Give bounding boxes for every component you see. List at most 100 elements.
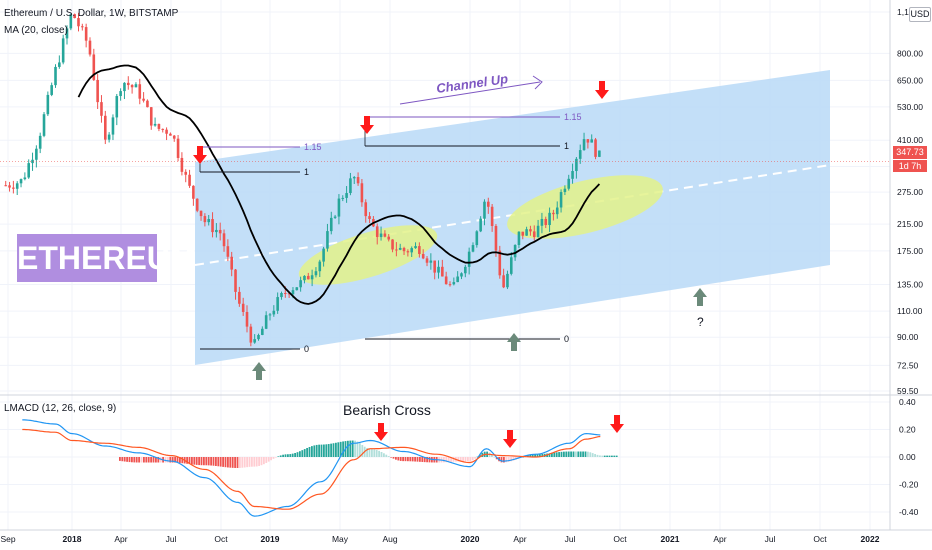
candle-body [138, 84, 142, 99]
macd-histogram-bar [279, 455, 282, 457]
candle-body [590, 139, 594, 143]
macd-histogram-bar [330, 443, 332, 457]
last-price-label: 347.73 [893, 146, 927, 159]
macd-histogram-bar [138, 457, 140, 463]
macd-histogram-bar [200, 457, 203, 466]
candle-body [73, 14, 76, 19]
macd-histogram-bar [467, 457, 469, 462]
price-tick-label: 90.00 [897, 332, 919, 342]
candle-body [257, 334, 260, 340]
macd-histogram-bar [397, 457, 400, 461]
macd-histogram-bar [368, 448, 371, 457]
macd-histogram-bar [551, 452, 553, 457]
macd-histogram-bar [587, 451, 589, 457]
macd-histogram-bar [371, 448, 373, 457]
macd-histogram-bar [419, 457, 421, 462]
candle-body [165, 129, 168, 134]
time-tick-label: Aug [382, 534, 397, 544]
macd-histogram-bar [611, 455, 613, 457]
macd-histogram-bar [443, 457, 445, 463]
candle-body [352, 177, 356, 179]
candle-body [153, 123, 157, 126]
macd-histogram-bar [131, 457, 133, 463]
macd-histogram-bar [601, 455, 604, 457]
candles [4, 12, 601, 347]
channel-up-arrow-head [532, 75, 543, 90]
time-tick-label: Apr [114, 534, 127, 544]
candle-body [61, 38, 65, 63]
candle-body [406, 251, 410, 253]
candle-body [272, 310, 276, 315]
macd-histogram-bar [267, 457, 270, 462]
candle-body [4, 185, 8, 187]
macd-histogram-bar [507, 457, 510, 462]
candle-body [364, 202, 368, 217]
macd-histogram-bar [464, 457, 467, 462]
candle-body [287, 293, 291, 295]
macd-histogram-bar [191, 457, 193, 465]
macd-histogram-bar [135, 457, 138, 463]
macd-histogram-bar [596, 454, 599, 457]
candle-body [502, 275, 505, 288]
time-tick-label: Oct [613, 534, 627, 544]
macd-histogram-bar [325, 444, 328, 457]
macd-histogram-bar [565, 451, 568, 457]
candle-body [264, 315, 268, 329]
candle-body [521, 231, 525, 236]
macd-histogram-bar [493, 456, 496, 458]
candle-body [582, 139, 586, 151]
macd-histogram-bar [450, 457, 452, 462]
candle-body [38, 135, 42, 149]
candle-body [598, 150, 601, 157]
macd-histogram-bar [239, 457, 241, 468]
candle-body [92, 54, 96, 80]
macd-histogram-bar [291, 453, 294, 457]
candle-body [548, 212, 551, 226]
macd-tick-label: -0.40 [899, 507, 919, 517]
price-tick-label: 275.00 [897, 187, 923, 197]
macd-histogram-bar [471, 457, 474, 461]
candle-body [123, 82, 126, 92]
macd-red-down-arrow [503, 430, 517, 448]
macd-histogram-bar [157, 457, 160, 463]
candle-body [349, 178, 352, 194]
candle-body [306, 275, 310, 280]
macd-histogram-bar [503, 457, 505, 463]
candle-body [594, 139, 597, 157]
candle-body [387, 236, 391, 240]
macd-histogram-bar [361, 444, 364, 457]
macd-histogram-bar [222, 457, 224, 467]
time-tick-label: Sep [0, 534, 15, 544]
macd-histogram-bar [421, 457, 424, 462]
candle-body [142, 98, 145, 101]
candle-body [318, 261, 322, 272]
macd-histogram-bar [210, 457, 212, 466]
macd-histogram-bar [553, 452, 556, 457]
macd-histogram-bar [536, 454, 539, 457]
macd-histogram-bar [529, 454, 532, 457]
macd-histogram-bar [392, 457, 395, 459]
candle-body [299, 280, 302, 288]
candle-body [284, 293, 287, 295]
candle-body [322, 248, 325, 262]
candle-body [395, 249, 398, 251]
macd-histogram-bar [217, 457, 220, 467]
candle-body [310, 275, 314, 280]
macd-histogram-bar [591, 453, 594, 457]
candle-body [42, 114, 46, 136]
candle-body [238, 291, 241, 304]
macd-histogram-bar [229, 457, 232, 468]
candle-body [84, 27, 88, 41]
candle-body [203, 216, 207, 223]
candle-body [268, 314, 272, 316]
macd-red-down-arrow [610, 415, 624, 433]
macd-line [22, 419, 601, 517]
macd-histogram-bar [327, 444, 330, 457]
macd-histogram-bar [479, 454, 481, 457]
currency-button[interactable]: USD [909, 7, 931, 22]
macd-histogram-bar [387, 456, 390, 457]
candle-body [291, 290, 295, 295]
macd-histogram-bar [558, 452, 560, 457]
ma-line [77, 64, 601, 305]
